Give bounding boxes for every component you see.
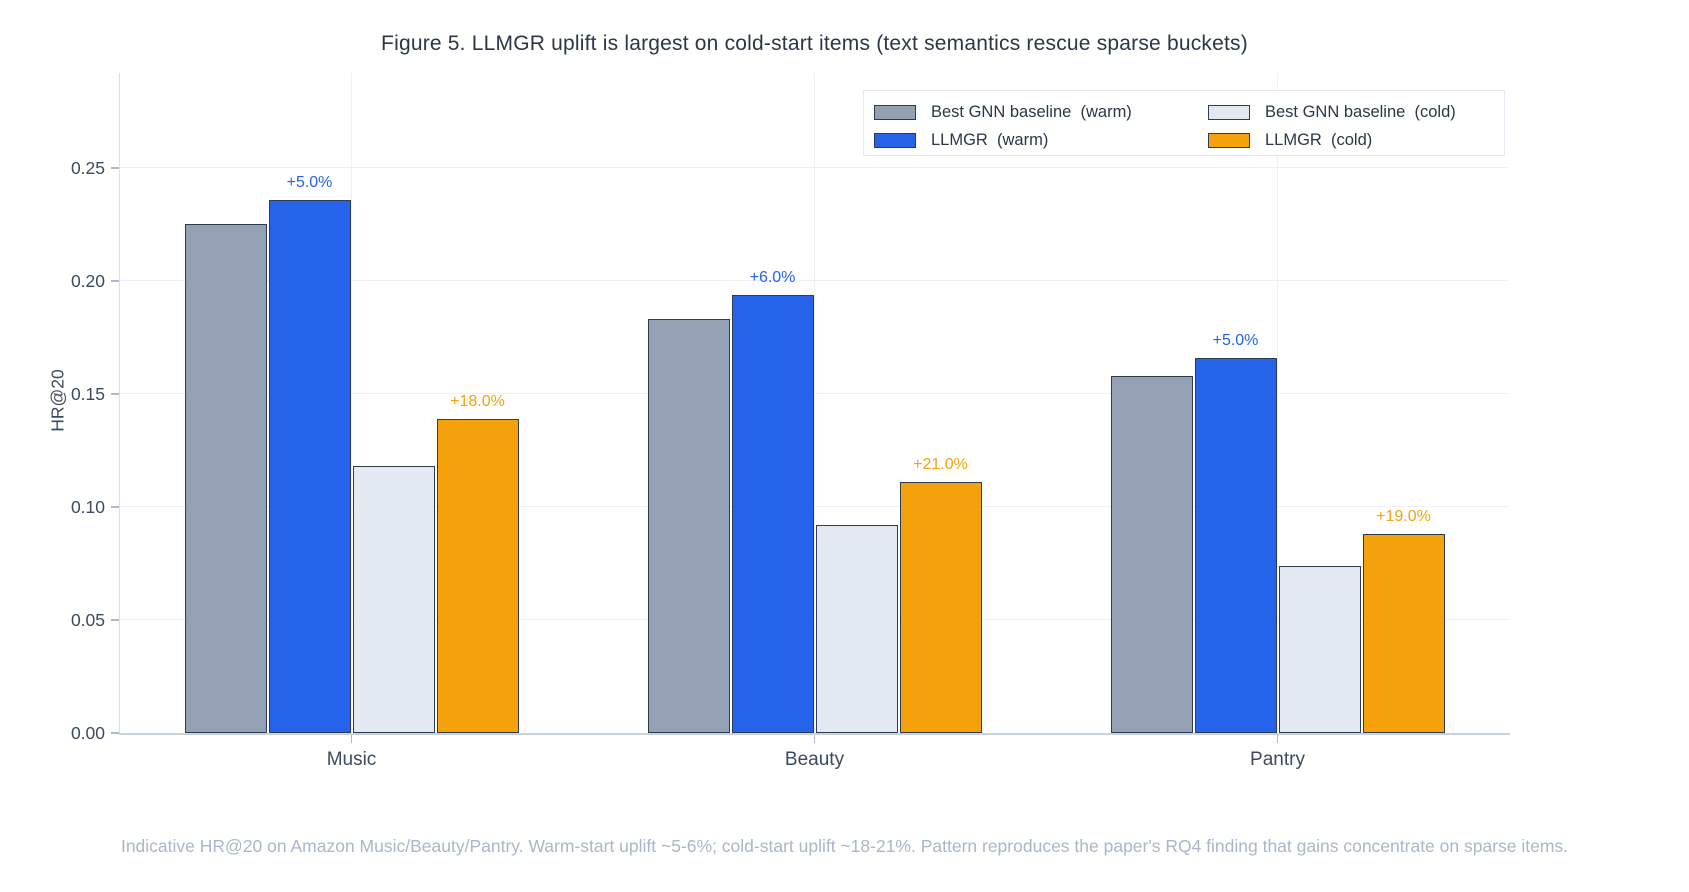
x-tick-label: Music: [326, 749, 377, 770]
y-tick-mark: [111, 393, 119, 395]
x-tick-mark: [350, 735, 353, 743]
legend-label: LLMGR (warm): [931, 130, 1049, 149]
x-gridline: [1277, 73, 1278, 733]
y-axis-line: [119, 73, 120, 733]
uplift-annotation: +5.0%: [286, 173, 333, 191]
y-tick-mark: [111, 167, 119, 169]
bar-beauty-baseline-cold: [815, 525, 898, 733]
bar-beauty-llmgr-warm: [731, 294, 814, 733]
legend-item-baseline-warm: Best GNN baseline (warm): [874, 101, 1132, 123]
bar-pantry-llmgr-warm: [1194, 357, 1277, 733]
y-tick-label: 0.00: [70, 723, 105, 743]
legend-item-llmgr-warm: LLMGR (warm): [874, 129, 1048, 151]
bar-music-baseline-cold: [352, 466, 435, 733]
plot-area: +5.0% +18.0% +6.0% +21.0% +5.0% +19.0%: [120, 73, 1509, 733]
bar-music-llmgr-warm: [268, 199, 351, 733]
x-axis-line: [119, 733, 1510, 735]
legend-item-llmgr-cold: LLMGR (cold): [1208, 129, 1372, 151]
uplift-annotation: +21.0%: [913, 456, 968, 474]
legend-swatch-baseline-cold: [1208, 104, 1250, 120]
legend-swatch-llmgr-cold: [1208, 132, 1250, 148]
bar-beauty-llmgr-cold: [899, 482, 982, 733]
x-gridline: [351, 73, 352, 733]
uplift-annotation: +19.0%: [1376, 508, 1431, 526]
legend-label: Best GNN baseline (cold): [1265, 102, 1456, 121]
legend-item-baseline-cold: Best GNN baseline (cold): [1208, 101, 1456, 123]
x-tick-mark: [1276, 735, 1279, 743]
y-tick-label: 0.10: [70, 496, 105, 517]
y-tick-mark: [111, 506, 119, 508]
uplift-annotation: +18.0%: [450, 392, 505, 410]
y-tick-mark: [111, 619, 119, 621]
y-tick-label: 0.05: [70, 609, 105, 630]
legend-swatch-baseline-warm: [874, 104, 916, 120]
bar-music-baseline-warm: [184, 224, 267, 733]
y-tick-mark: [111, 280, 119, 282]
uplift-annotation: +6.0%: [749, 268, 796, 286]
y-tick-label: 0.15: [70, 383, 105, 404]
bar-music-llmgr-cold: [436, 418, 519, 733]
legend-label: LLMGR (cold): [1265, 130, 1373, 149]
uplift-annotation: +5.0%: [1212, 331, 1259, 349]
chart-title: Figure 5. LLMGR uplift is largest on col…: [381, 32, 1248, 55]
x-tick-mark: [813, 735, 816, 743]
bar-pantry-llmgr-cold: [1362, 534, 1445, 733]
legend-label: Best GNN baseline (warm): [931, 102, 1132, 121]
legend: Best GNN baseline (warm) LLMGR (warm) Be…: [863, 90, 1505, 156]
bar-pantry-baseline-warm: [1110, 375, 1193, 733]
figure-caption: Indicative HR@20 on Amazon Music/Beauty/…: [120, 836, 1569, 856]
legend-swatch-llmgr-warm: [874, 132, 916, 148]
bar-pantry-baseline-cold: [1278, 565, 1361, 733]
x-tick-label: Pantry: [1250, 749, 1305, 770]
x-gridline: [814, 73, 815, 733]
y-tick-mark: [111, 732, 119, 734]
x-tick-label: Beauty: [784, 749, 845, 770]
y-tick-label: 0.25: [70, 157, 105, 178]
y-tick-label: 0.20: [70, 270, 105, 291]
bar-beauty-baseline-warm: [647, 319, 730, 733]
